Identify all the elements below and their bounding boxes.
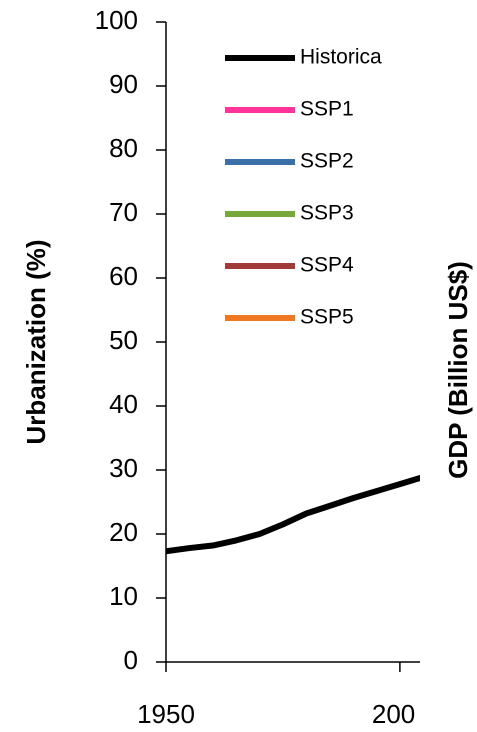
y-tick-label: 80 bbox=[109, 133, 138, 163]
legend-label: Historica bbox=[300, 46, 382, 69]
y-tick-label: 0 bbox=[124, 645, 138, 675]
data-line bbox=[166, 474, 420, 555]
y-tick-label: 70 bbox=[109, 197, 138, 227]
y-tick-label: 10 bbox=[109, 581, 138, 611]
y-tick-label: 20 bbox=[109, 517, 138, 547]
y-tick-label: 50 bbox=[109, 325, 138, 355]
plot-area bbox=[166, 474, 420, 555]
legend-label: SSP4 bbox=[300, 254, 354, 277]
y2-axis-label: GDP (Billion US$) bbox=[443, 261, 473, 479]
legend-label: SSP1 bbox=[300, 98, 354, 121]
x-tick-label: 200 bbox=[372, 699, 415, 729]
y-tick-label: 90 bbox=[109, 69, 138, 99]
legend-label: SSP5 bbox=[300, 306, 354, 329]
legend-label: SSP3 bbox=[300, 202, 354, 225]
y-tick-label: 30 bbox=[109, 453, 138, 483]
y-axis-label: Urbanization (%) bbox=[21, 239, 51, 444]
y-tick-label: 60 bbox=[109, 261, 138, 291]
x-tick-label: 1950 bbox=[137, 699, 195, 729]
y-tick-label: 100 bbox=[95, 5, 138, 35]
legend-label: SSP2 bbox=[300, 150, 354, 173]
y-tick-label: 40 bbox=[109, 389, 138, 419]
